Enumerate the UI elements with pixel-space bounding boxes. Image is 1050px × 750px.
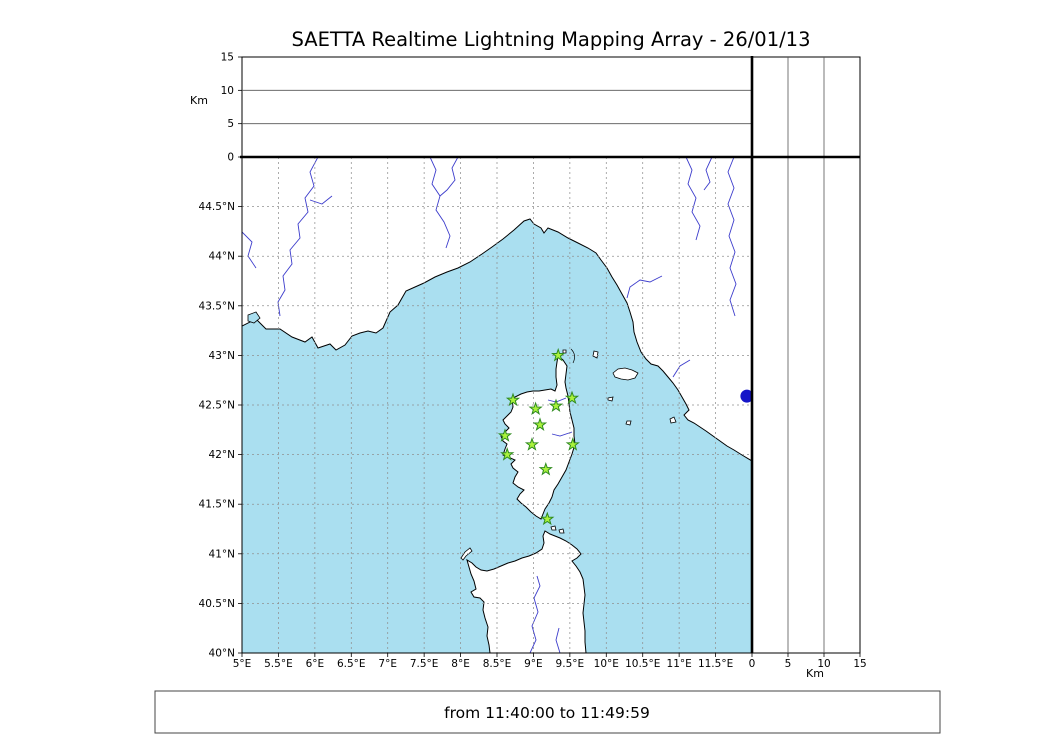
river <box>555 627 561 653</box>
river <box>551 431 573 437</box>
lat-tick-label: 43°N <box>209 350 235 362</box>
lma-station-marker <box>500 447 515 461</box>
corsica-coastline <box>500 355 576 520</box>
figure-title: SAETTA Realtime Lightning Mapping Array … <box>292 28 811 51</box>
elba-island <box>612 367 639 381</box>
lma-station-marker <box>497 428 513 442</box>
lon-tick-label: 6°E <box>306 658 325 670</box>
lon-tick-label: 8.5°E <box>483 658 512 670</box>
top-panel-km-label: Km <box>190 94 208 107</box>
lma-station-marker <box>548 398 564 413</box>
river <box>242 231 257 269</box>
altitude-tick-label: 10 <box>817 658 830 670</box>
altitude-longitude-panel: 0 5 10 15 Km <box>190 52 753 164</box>
pianosa-island <box>607 396 614 402</box>
lon-tick-label: 7.5°E <box>410 658 439 670</box>
lat-tick-label: 41°N <box>209 548 235 560</box>
lon-tick-label: 5°E <box>233 658 252 670</box>
lat-tick-label: 42.5°N <box>199 400 235 412</box>
giraglia-island <box>562 349 567 354</box>
lon-tick-label: 7°E <box>378 658 397 670</box>
right-panel-content: 0 5 10 15 <box>749 57 867 670</box>
river <box>309 195 333 205</box>
lat-tick-label: 44.5°N <box>199 201 235 213</box>
altitude-tick-label: 10 <box>221 85 234 97</box>
altitude-tick-label: 0 <box>749 658 756 670</box>
lon-tick-label: 10°E <box>594 658 619 670</box>
river <box>703 157 713 191</box>
cap-corse-contour <box>570 348 575 364</box>
capraia-island <box>592 350 599 359</box>
river <box>529 575 541 653</box>
lon-tick-label: 9.5°E <box>556 658 585 670</box>
maddalena-island <box>550 525 557 531</box>
lma-station-marker <box>551 347 566 362</box>
lat-tick-label: 40.5°N <box>199 598 235 610</box>
lake-dot <box>740 389 752 403</box>
lat-tick-label: 44°N <box>209 251 235 263</box>
lon-tick-label: 10.5°E <box>625 658 660 670</box>
footer-box <box>154 690 941 734</box>
footer: from 11:40:00 to 11:49:59 <box>154 690 941 734</box>
altitude-latitude-panel: 0 5 10 15 Km <box>749 57 867 680</box>
altitude-tick-label: 5 <box>785 658 792 670</box>
altitude-histogram-panel-frame <box>751 56 861 158</box>
river <box>672 359 691 378</box>
montecristo-island <box>625 420 632 426</box>
lat-tick-label: 41.5°N <box>199 499 235 511</box>
lma-station-marker <box>505 392 521 407</box>
altitude-tick-label: 0 <box>227 152 234 164</box>
altitude-tick-label: 15 <box>221 52 234 64</box>
etang-de-berre-lagoon <box>247 311 261 324</box>
river <box>685 157 701 241</box>
lma-station-marker <box>565 437 580 451</box>
longitude-axis: 5°E 5.5°E 6°E 6.5°E 7°E 7.5°E 8°E 8.5°E 9°E 9.5°E… <box>233 653 733 670</box>
right-panel-frame <box>751 156 861 654</box>
river <box>626 275 663 299</box>
lat-tick-label: 42°N <box>209 449 235 461</box>
lake-layer <box>740 389 752 403</box>
latitude-axis: 40°N 40.5°N 41°N 41.5°N 42°N 42.5°N 43°N 43.5°N… <box>199 201 242 660</box>
map-clip-group <box>242 157 752 653</box>
small-islands <box>460 349 677 561</box>
lma-station-marker <box>540 511 555 526</box>
lon-tick-label: 6.5°E <box>337 658 366 670</box>
lon-tick-label: 11.5°E <box>698 658 733 670</box>
maddalena-island <box>558 528 565 534</box>
top-panel-frame <box>241 56 753 158</box>
lma-station-marker <box>524 437 540 451</box>
river <box>277 157 319 317</box>
lat-tick-label: 43.5°N <box>199 300 235 312</box>
altitude-tick-label: 15 <box>853 658 866 670</box>
giglio-island <box>669 416 677 424</box>
top-panel-content: 0 5 10 15 <box>221 52 752 164</box>
river <box>727 157 737 317</box>
mainland-coastline <box>242 157 752 462</box>
map-gridlines <box>242 157 752 653</box>
river <box>439 157 459 197</box>
asinara-island <box>460 547 473 561</box>
lat-tick-label: 40°N <box>209 648 235 660</box>
lma-station-marker <box>538 461 553 476</box>
stations-layer <box>497 347 580 526</box>
map-panel: 40°N 40.5°N 41°N 41.5°N 42°N 42.5°N 43°N 43.5°N… <box>199 156 753 670</box>
river <box>429 157 451 249</box>
lma-station-marker <box>564 390 580 405</box>
right-panel-km-label: Km <box>806 667 824 680</box>
lon-tick-label: 5.5°E <box>264 658 293 670</box>
lon-tick-label: 8°E <box>451 658 470 670</box>
lma-station-marker <box>532 417 548 431</box>
altitude-tick-label: 5 <box>227 118 234 130</box>
lon-tick-label: 9°E <box>524 658 543 670</box>
lma-station-marker <box>528 401 543 416</box>
footer-time-range: from 11:40:00 to 11:49:59 <box>444 704 650 722</box>
rivers <box>242 157 737 653</box>
lon-tick-label: 11°E <box>667 658 692 670</box>
